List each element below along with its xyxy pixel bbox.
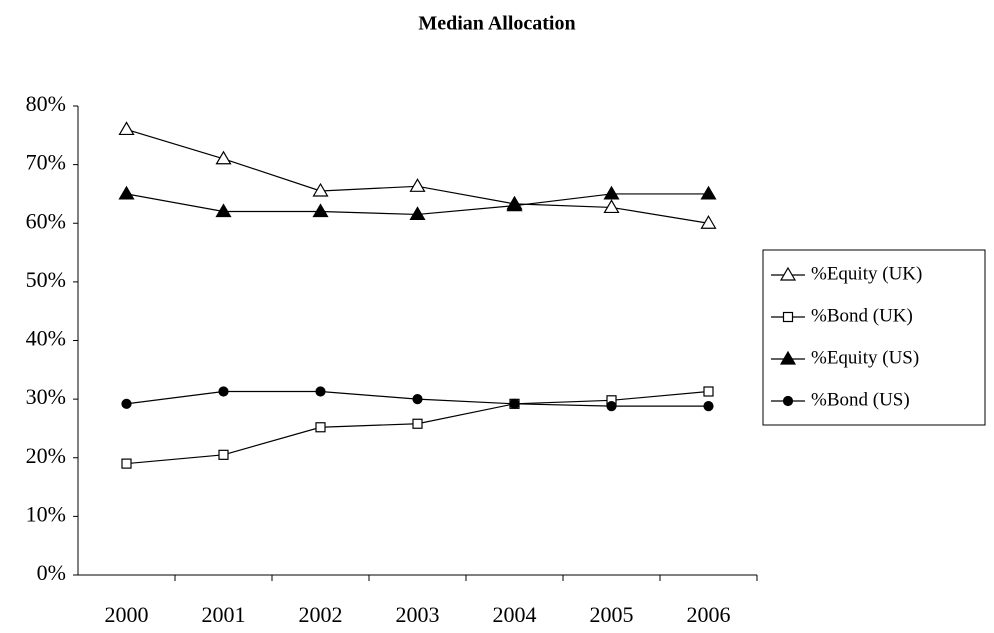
x-tick-label: 2003	[396, 602, 440, 627]
y-tick-label: 30%	[26, 384, 66, 409]
x-tick-label: 2002	[299, 602, 343, 627]
y-tick-label: 80%	[26, 91, 66, 116]
point-marker	[606, 401, 617, 412]
x-tick-label: 2004	[493, 602, 537, 627]
point-marker	[703, 401, 714, 412]
point-marker	[312, 203, 329, 218]
x-tick-label: 2000	[105, 602, 149, 627]
y-tick-label: 60%	[26, 208, 66, 233]
legend-marker	[782, 311, 794, 323]
x-tick-label: 2006	[687, 602, 731, 627]
legend-marker	[779, 266, 797, 281]
point-marker	[121, 458, 132, 469]
legend-label: %Equity (US)	[811, 347, 919, 368]
y-tick-label: 50%	[26, 267, 66, 292]
point-marker	[215, 150, 232, 165]
point-marker	[603, 199, 620, 214]
point-marker	[700, 185, 717, 200]
point-marker	[218, 449, 229, 460]
y-tick-label: 0%	[37, 560, 66, 585]
point-marker	[312, 182, 329, 197]
legend-marker	[782, 395, 794, 407]
legend-label: %Equity (UK)	[811, 263, 922, 284]
y-tick-label: 20%	[26, 443, 66, 468]
x-tick-label: 2001	[202, 602, 246, 627]
point-marker	[700, 215, 717, 229]
y-tick-label: 70%	[26, 150, 66, 175]
point-marker	[506, 197, 523, 212]
point-marker	[215, 203, 232, 218]
point-marker	[409, 178, 426, 192]
point-marker	[412, 418, 423, 429]
legend-label: %Bond (US)	[811, 389, 910, 410]
point-marker	[118, 121, 135, 136]
point-marker	[412, 394, 423, 405]
y-tick-label: 40%	[26, 326, 66, 351]
point-marker	[315, 386, 326, 397]
point-marker	[509, 398, 520, 409]
legend-label: %Bond (UK)	[811, 305, 913, 326]
point-marker	[118, 185, 135, 200]
point-marker	[603, 185, 620, 200]
y-tick-label: 10%	[26, 501, 66, 526]
point-marker	[121, 398, 132, 409]
point-marker	[703, 386, 714, 397]
point-marker	[218, 386, 229, 397]
legend-marker	[779, 350, 797, 365]
chart-title: Median Allocation	[418, 13, 575, 35]
point-marker	[409, 206, 426, 221]
legend-box	[762, 249, 986, 426]
x-tick-label: 2005	[590, 602, 634, 627]
point-marker	[315, 422, 326, 433]
